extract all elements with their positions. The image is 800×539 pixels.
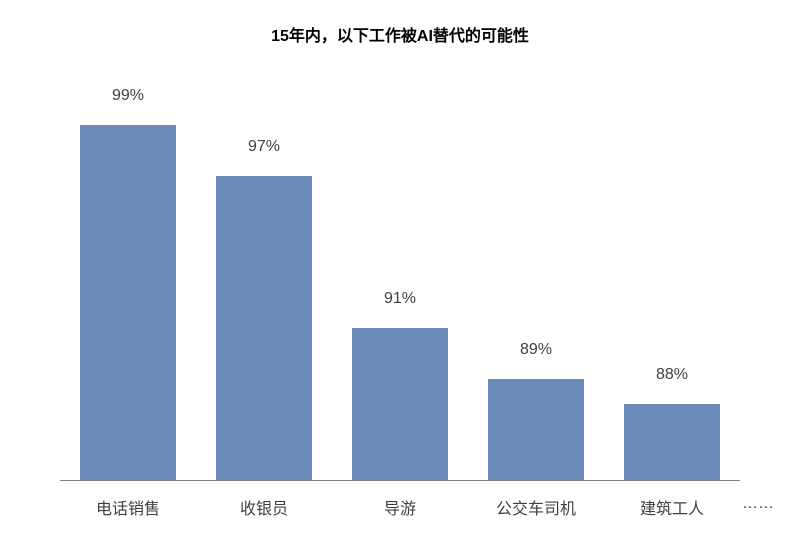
bar-group: 88%建筑工人 xyxy=(604,100,740,480)
bar xyxy=(624,404,719,480)
bar-value-label: 99% xyxy=(60,87,196,105)
bar xyxy=(352,328,447,480)
bar-value-label: 97% xyxy=(196,138,332,156)
bar-group: 91%导游 xyxy=(332,100,468,480)
chart-container: 15年内，以下工作被AI替代的可能性 99%电话销售97%收银员91%导游89%… xyxy=(0,0,800,539)
bar-category-label: 收银员 xyxy=(196,495,332,519)
bar-group: 99%电话销售 xyxy=(60,100,196,480)
bar xyxy=(488,379,583,480)
bar xyxy=(216,176,311,480)
bar-value-label: 91% xyxy=(332,290,468,308)
bar-value-label: 88% xyxy=(604,366,740,384)
bar-category-label: 电话销售 xyxy=(60,495,196,519)
plot-area: 99%电话销售97%收银员91%导游89%公交车司机88%建筑工人 xyxy=(60,100,740,481)
bar-category-label: 公交车司机 xyxy=(468,495,604,519)
chart-title: 15年内，以下工作被AI替代的可能性 xyxy=(0,22,800,46)
bar-category-label: 导游 xyxy=(332,495,468,519)
bar-group: 97%收银员 xyxy=(196,100,332,480)
bar-category-label: 建筑工人 xyxy=(604,495,740,519)
trailing-ellipsis: …… xyxy=(742,495,774,513)
bar-group: 89%公交车司机 xyxy=(468,100,604,480)
bar-value-label: 89% xyxy=(468,341,604,359)
bar xyxy=(80,125,175,480)
